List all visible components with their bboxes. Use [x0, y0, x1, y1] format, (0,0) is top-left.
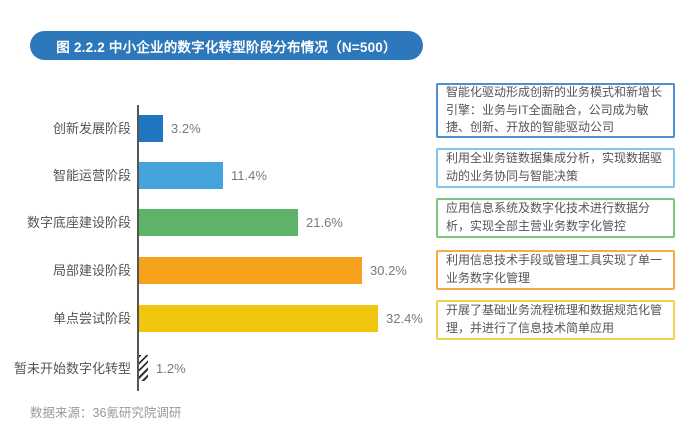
category-label: 创新发展阶段	[52, 121, 131, 136]
bar-segment	[139, 162, 223, 189]
bar-segment	[139, 257, 362, 284]
stage-description-box: 利用全业务链数据集成分析，实现数据驱动的业务协同与智能决策	[436, 148, 675, 188]
bar-segment	[139, 355, 148, 381]
value-label: 3.2%	[171, 121, 201, 136]
stage-description-text: 开展了基础业务流程梳理和数据规范化管理，并进行了信息技术简单应用	[446, 303, 663, 335]
stage-description-text: 利用信息技术手段或管理工具实现了单一业务数字化管理	[446, 253, 663, 285]
value-label: 32.4%	[386, 311, 423, 326]
category-label: 局部建设阶段	[52, 263, 131, 278]
category-label: 单点尝试阶段	[52, 311, 131, 326]
category-label: 智能运营阶段	[52, 168, 131, 183]
value-label: 11.4%	[231, 168, 267, 183]
stage-description-text: 智能化驱动形成创新的业务模式和新增长引擎：业务与IT全面融合，公司成为敏捷、创新…	[446, 84, 663, 135]
stage-description-box: 利用信息技术手段或管理工具实现了单一业务数字化管理	[436, 250, 675, 290]
chart-title-banner: 图 2.2.2 中小企业的数字化转型阶段分布情况（N=500）	[30, 31, 423, 60]
value-label: 1.2%	[156, 361, 186, 376]
bar-segment	[139, 115, 163, 142]
stage-description-text: 利用全业务链数据集成分析，实现数据驱动的业务协同与智能决策	[446, 151, 663, 183]
stage-description-text: 应用信息系统及数字化技术进行数据分析，实现全部主营业务数字化管控	[446, 201, 651, 233]
value-label: 21.6%	[306, 215, 343, 230]
stage-description-box: 智能化驱动形成创新的业务模式和新增长引擎：业务与IT全面融合，公司成为敏捷、创新…	[436, 83, 675, 138]
category-label: 数字底座建设阶段	[26, 215, 131, 230]
bar-segment	[139, 209, 298, 236]
category-label: 暂未开始数字化转型	[13, 361, 131, 376]
data-source-note: 数据来源：36氪研究院调研	[30, 406, 182, 420]
stage-description-box: 应用信息系统及数字化技术进行数据分析，实现全部主营业务数字化管控	[436, 198, 675, 238]
bar-segment	[139, 305, 378, 332]
value-label: 30.2%	[370, 263, 407, 278]
y-axis-line	[137, 105, 139, 391]
stage-description-box: 开展了基础业务流程梳理和数据规范化管理，并进行了信息技术简单应用	[436, 300, 675, 340]
